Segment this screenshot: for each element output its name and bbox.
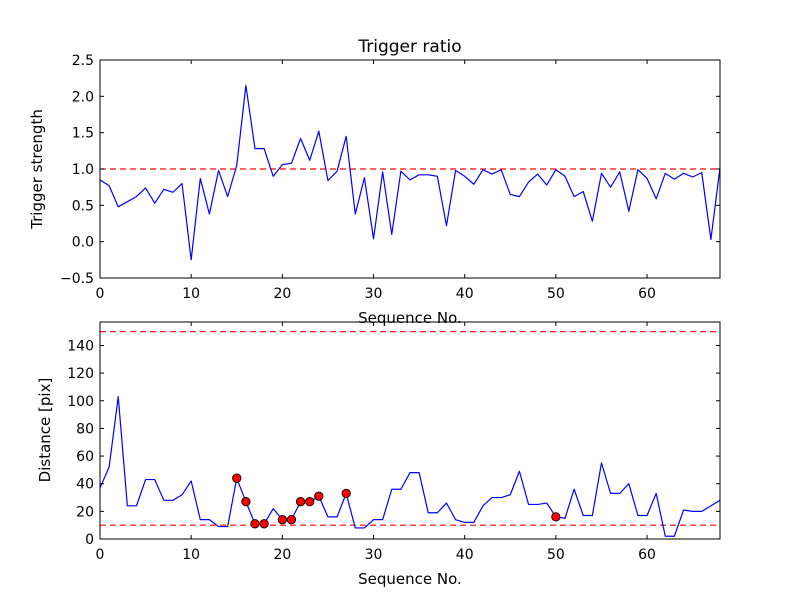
y-tick-label: 1.0 — [72, 162, 94, 178]
x-tick-label: 60 — [638, 286, 656, 302]
x-tick-label: 0 — [96, 286, 105, 302]
x-tick-label: 40 — [456, 286, 474, 302]
y-tick-label: 40 — [76, 477, 94, 493]
x-tick-label: 10 — [182, 286, 200, 302]
x-tick-label: 40 — [456, 547, 474, 563]
data-marker — [232, 473, 242, 483]
data-marker — [286, 514, 297, 525]
x-tick-label: 20 — [273, 547, 291, 563]
y-tick-label: 0.5 — [72, 198, 94, 214]
data-marker — [551, 512, 561, 522]
series-line-0 — [100, 84, 720, 261]
data-marker — [259, 519, 269, 529]
x-tick-label: 0 — [96, 547, 105, 563]
y-tick-label: −0.5 — [60, 271, 94, 287]
y-tick-label: 80 — [76, 421, 94, 437]
x-tick-label: 60 — [638, 547, 656, 563]
x-tick-label: 30 — [365, 547, 383, 563]
series-line-0 — [100, 396, 720, 537]
y-axis-ticks: −0.5 0.0 0.5 1.0 1.5 2.0 2.5 — [60, 53, 720, 287]
y-tick-label: 120 — [67, 366, 94, 382]
distance-chart: 0 10 20 30 40 50 60 0 20 40 60 80 100 120 140 Sequenc… — [36, 321, 721, 588]
plot-content — [100, 331, 720, 537]
y-tick-label: 100 — [67, 394, 94, 410]
data-marker — [250, 519, 260, 529]
y-axis-ticks: 0 20 40 60 80 100 120 140 — [67, 338, 720, 548]
x-axis-label: Sequence No. — [358, 570, 462, 588]
x-tick-label: 30 — [365, 286, 383, 302]
y-tick-label: 140 — [67, 338, 94, 354]
y-axis-label: Distance [pix] — [36, 378, 54, 483]
x-tick-label: 10 — [182, 547, 200, 563]
x-axis-ticks: 0 10 20 30 40 50 60 — [96, 322, 656, 563]
data-marker — [341, 488, 351, 499]
data-marker — [305, 497, 315, 507]
x-tick-label: 50 — [547, 547, 565, 563]
y-tick-label: 0 — [85, 532, 94, 548]
x-tick-label: 20 — [273, 286, 291, 302]
y-axis-label: Trigger strength — [28, 109, 46, 230]
y-tick-label: 60 — [76, 449, 94, 465]
y-tick-label: 2.5 — [72, 53, 94, 69]
data-marker — [295, 497, 306, 507]
data-marker — [277, 514, 288, 525]
x-axis-ticks: 0 10 20 30 40 50 60 — [96, 60, 656, 302]
plot-frame — [99, 321, 721, 540]
y-tick-label: 20 — [76, 504, 94, 520]
plot-area — [100, 331, 720, 537]
data-marker — [314, 491, 324, 501]
plot-content — [100, 84, 720, 261]
y-tick-label: 1.5 — [72, 126, 94, 142]
plot-area — [100, 84, 720, 261]
y-tick-label: 0.0 — [72, 235, 94, 251]
data-marker — [241, 497, 251, 507]
y-tick-label: 2.0 — [72, 89, 94, 105]
chart-title: Trigger ratio — [357, 37, 461, 57]
x-tick-label: 50 — [547, 286, 565, 302]
